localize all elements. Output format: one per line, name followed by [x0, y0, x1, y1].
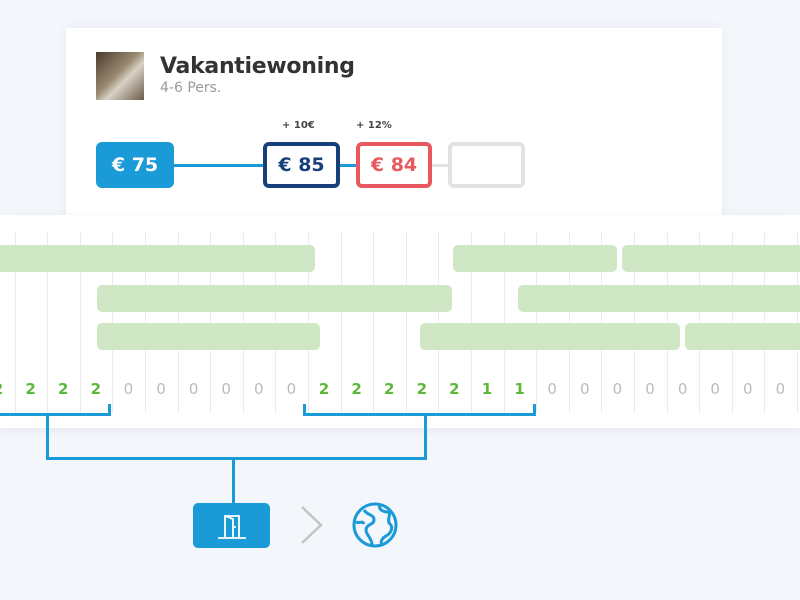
- day-column: [731, 231, 733, 413]
- availability-count: 0: [677, 380, 688, 398]
- availability-count: 0: [743, 380, 753, 398]
- chevron-right-icon: [301, 506, 323, 544]
- bracket-right: [303, 413, 536, 416]
- booking-bar[interactable]: [685, 323, 800, 350]
- availability-count: 0: [710, 380, 720, 398]
- bracket-left-end: [108, 404, 111, 416]
- availability-count: 2: [90, 380, 102, 398]
- day-column: [601, 231, 603, 413]
- day-column: [634, 231, 635, 413]
- globe-icon: [352, 502, 398, 548]
- day-column: [177, 231, 179, 413]
- property-button[interactable]: [193, 503, 270, 548]
- price-adjusted-2[interactable]: € 84: [356, 142, 432, 188]
- listing-subtitle: 4-6 Pers.: [160, 80, 222, 96]
- availability-count: 0: [156, 380, 166, 398]
- listing-title: Vakantiewoning: [160, 54, 355, 79]
- availability-count: 0: [254, 380, 264, 398]
- availability-count: 0: [612, 380, 623, 398]
- day-column: [275, 231, 277, 413]
- availability-count: 2: [383, 380, 395, 398]
- day-column: [242, 231, 244, 413]
- stem: [424, 413, 427, 460]
- booking-bar[interactable]: [97, 323, 320, 350]
- availability-count: 2: [25, 380, 36, 398]
- day-column: [373, 231, 375, 413]
- day-column: [764, 231, 766, 413]
- booking-bar[interactable]: [420, 323, 680, 350]
- booking-bar[interactable]: [0, 245, 315, 272]
- availability-count: 0: [188, 380, 199, 398]
- day-column: [47, 231, 49, 413]
- stem: [46, 413, 49, 460]
- availability-count: 0: [775, 380, 786, 398]
- price-base[interactable]: € 75: [96, 142, 174, 188]
- availability-count: 2: [57, 380, 69, 398]
- bracket-right-end: [533, 404, 536, 416]
- availability-count: 1: [481, 380, 493, 398]
- booking-bar[interactable]: [97, 285, 452, 312]
- day-column: [145, 231, 146, 413]
- merge-line: [46, 457, 427, 460]
- price-connector: [432, 164, 448, 167]
- day-column: [14, 231, 16, 413]
- booking-bar[interactable]: [622, 245, 800, 272]
- price-adjusted-1[interactable]: € 85: [263, 142, 340, 188]
- day-column: [112, 231, 114, 413]
- availability-count: 2: [449, 380, 460, 398]
- availability-count: 0: [286, 380, 297, 398]
- day-column: [471, 231, 472, 413]
- booking-bar[interactable]: [453, 245, 617, 272]
- day-column: [79, 231, 81, 413]
- day-column: [308, 231, 309, 413]
- price-connector: [174, 164, 264, 167]
- availability-count: 2: [0, 380, 14, 398]
- booking-bar[interactable]: [518, 285, 800, 312]
- day-column: [438, 231, 440, 413]
- availability-count: 0: [645, 380, 655, 398]
- availability-count: 2: [318, 380, 330, 398]
- availability-calendar: 2222000000222221100000000: [0, 215, 800, 428]
- day-column: [666, 231, 668, 413]
- door-icon: [217, 514, 246, 539]
- day-column: [405, 231, 407, 413]
- day-column: [568, 231, 570, 413]
- day-column: [503, 231, 505, 413]
- price-connector: [340, 164, 356, 167]
- availability-count: 2: [351, 380, 362, 398]
- availability-count: 0: [123, 380, 134, 398]
- availability-count: 0: [580, 380, 590, 398]
- stem: [232, 457, 235, 504]
- day-column: [210, 231, 212, 413]
- bracket-left: [0, 413, 111, 416]
- day-column: [340, 231, 342, 413]
- day-column: [699, 231, 701, 413]
- listing-thumbnail: [96, 52, 144, 100]
- availability-count: 0: [221, 380, 231, 398]
- price-delta: + 12%: [356, 120, 392, 131]
- availability-count: 0: [547, 380, 557, 398]
- availability-count: 2: [416, 380, 428, 398]
- price-delta: + 10€: [282, 120, 315, 131]
- listing-card: Vakantiewoning 4-6 Pers. € 75 + 10€ € 85…: [66, 28, 722, 228]
- bracket-right-start: [303, 404, 306, 416]
- availability-count: 1: [514, 380, 525, 398]
- price-empty[interactable]: [448, 142, 525, 188]
- day-column: [797, 231, 798, 413]
- day-column: [536, 231, 538, 413]
